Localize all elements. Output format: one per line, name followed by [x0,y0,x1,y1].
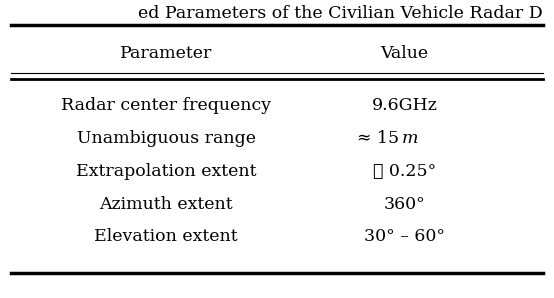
Text: ≈ 15: ≈ 15 [357,130,399,147]
Text: Elevation extent: Elevation extent [94,228,238,246]
Text: Unambiguous range: Unambiguous range [76,130,256,147]
Text: 360°: 360° [383,195,425,213]
Text: Azimuth extent: Azimuth extent [99,195,233,213]
Text: Extrapolation extent: Extrapolation extent [76,163,257,180]
Text: Parameter: Parameter [120,45,212,62]
Text: Radar center frequency: Radar center frequency [61,97,271,114]
Text: 9.6GHz: 9.6GHz [372,97,437,114]
Text: ed Parameters of the Civilian Vehicle Radar D: ed Parameters of the Civilian Vehicle Ra… [138,5,543,22]
Text: Value: Value [381,45,428,62]
Text: ⩽ 0.25°: ⩽ 0.25° [373,163,436,180]
Text: m: m [402,130,418,147]
Text: 30° – 60°: 30° – 60° [364,228,445,246]
